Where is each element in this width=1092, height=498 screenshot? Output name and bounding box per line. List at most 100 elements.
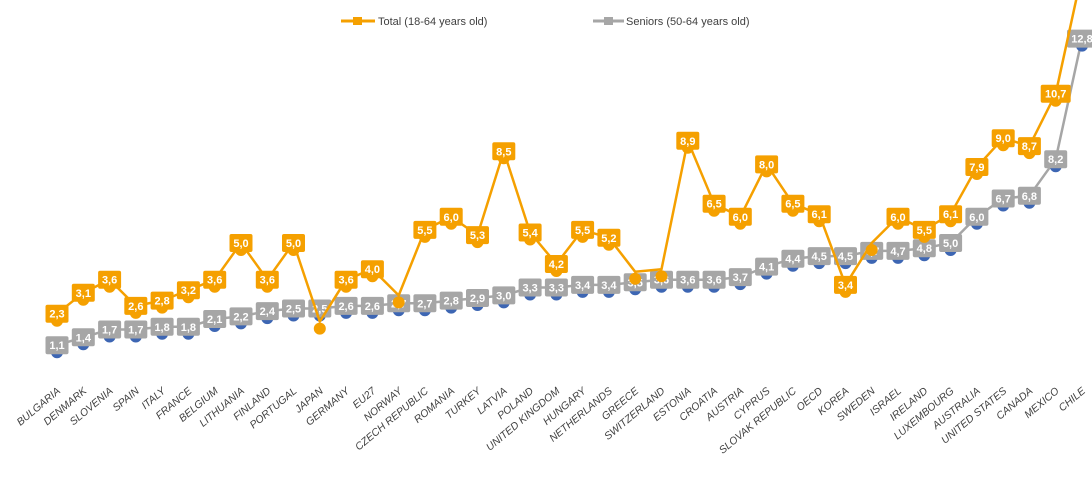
data-label-total: 5,0 [233,238,248,250]
series-line-total [56,0,1078,323]
data-label-seniors: 12,8 [1071,34,1092,46]
data-label-box-total [229,234,253,252]
data-label-box-total [1017,137,1041,156]
data-label-total: 3,4 [838,280,854,292]
data-label-box-total [597,228,621,247]
data-label-seniors: 3,3 [549,283,564,295]
data-label-box-seniors [544,278,568,297]
data-label-total: 3,6 [102,275,117,287]
data-label-total: 8,9 [680,136,695,148]
data-label-seniors: 1,8 [154,322,169,334]
data-label-box-total [728,207,752,226]
legend-label-seniors: Seniors (50-64 years old) [626,16,750,28]
data-label-box-seniors [1017,186,1041,205]
data-label-box-seniors [676,270,700,289]
data-label-box-total [518,223,542,242]
data-label-box-total [150,291,174,310]
data-label-total: 3,1 [76,288,91,300]
data-label-seniors: 3,4 [575,280,591,292]
data-label-seniors: 2,4 [260,306,276,318]
data-label-total: 8,7 [1022,141,1037,153]
x-tick-label: CHILE [1057,384,1089,414]
data-label-seniors: 6,0 [969,212,984,224]
data-label-box-seniors [1044,150,1068,169]
data-label-total: 5,5 [417,225,432,237]
data-label-box-seniors [255,302,279,321]
data-label-seniors: 1,4 [76,332,92,344]
data-point-total [313,322,326,335]
data-label-seniors: 2,2 [233,311,248,323]
data-label-total: 7,9 [969,162,984,174]
data-label-total: 4,0 [365,264,380,276]
legend-item-seniors: Seniors (50-64 years old) [593,16,750,28]
x-axis: BULGARIADENMARKSLOVENIASPAINITALYFRANCEB… [15,384,1089,456]
data-label-box-total [834,275,857,294]
data-label-seniors: 3,3 [522,283,537,295]
data-label-box-total [124,296,148,315]
data-label-total: 3,6 [338,275,353,287]
data-label-total: 5,2 [601,233,616,245]
data-label-box-seniors [597,275,621,294]
data-label-box-total [492,142,516,161]
data-label-total: 8,0 [759,159,774,171]
data-label-box-total [965,158,989,176]
data-label-box-total [912,220,936,239]
data-label-box-total [466,226,489,245]
data-label-total: 2,6 [128,301,143,313]
data-label-box-seniors [203,310,227,328]
data-label-seniors: 3,6 [680,275,695,287]
series-total: 2,3 3,1 3,6 2,6 2,8 3,2 3,6 5,0 3,6 5,0 3,6 4,0 5,5 6… [45,0,1078,335]
data-label-box-seniors [834,247,857,266]
data-label-box-total [571,220,595,239]
data-label-box-total [939,205,963,224]
data-label-seniors: 3,6 [706,275,721,287]
data-label-total: 5,5 [917,225,932,237]
data-label-seniors: 4,4 [785,254,801,266]
data-label-total: 2,3 [49,309,64,321]
data-label-box-seniors [229,307,253,326]
data-label-total: 5,3 [470,230,485,242]
data-label-seniors: 2,9 [470,293,485,305]
x-tick-label: SPAIN [110,385,142,414]
data-point-total [865,244,878,256]
data-label-seniors: 4,8 [917,243,932,255]
data-label-total: 6,0 [444,212,459,224]
data-label-box-seniors [571,275,595,294]
data-label-seniors: 3,4 [601,280,617,292]
data-label-box-total [98,270,122,289]
data-label-total: 6,0 [890,212,905,224]
data-label-total: 5,0 [286,238,301,250]
data-label-box-total [71,283,95,302]
data-label-box-total [886,207,910,226]
data-label-total: 3,6 [260,275,275,287]
data-label-box-total [255,270,279,289]
data-label-box-total [334,270,358,289]
data-label-box-seniors [1067,29,1092,48]
data-label-seniors: 4,5 [812,251,827,263]
legend-item-total: Total (18-64 years old) [341,16,487,28]
data-label-seniors: 8,2 [1048,154,1063,166]
data-label-total: 5,4 [522,228,538,240]
data-label-seniors: 2,1 [207,314,222,326]
data-label-total: 6,5 [785,199,800,211]
data-label-box-seniors [360,296,384,315]
data-label-seniors: 2,7 [417,298,432,310]
data-label-seniors: 2,6 [365,301,380,313]
data-label-box-seniors [45,336,69,355]
data-label-total: 2,8 [154,296,169,308]
data-label-box-seniors [702,270,726,289]
data-label-seniors: 1,1 [49,340,64,352]
data-label-box-total [781,194,805,213]
data-label-total: 6,1 [943,209,958,221]
data-label-box-total [176,281,200,300]
data-label-seniors: 4,1 [759,262,774,274]
data-label-total: 5,5 [575,225,590,237]
data-label-box-seniors [781,249,805,268]
data-label-box-seniors [886,241,910,260]
plot-area: 1,11,41,7 1,7 1,8 1,82,1 2,2 2,4 2,5 2,5 2,6 2,6 2… [45,0,1092,359]
data-label-box-total [807,205,831,224]
data-label-box-seniors [518,278,542,297]
data-label-total: 9,0 [996,133,1011,145]
data-label-box-seniors [939,234,963,252]
